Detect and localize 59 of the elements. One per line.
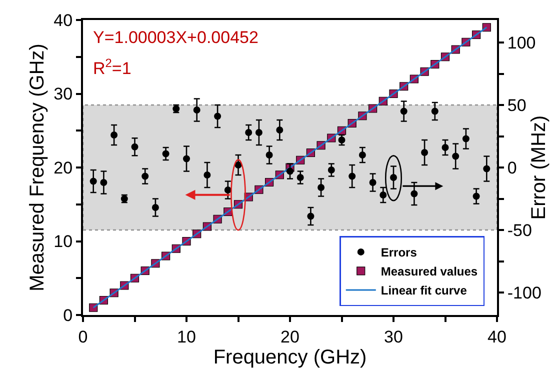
point	[462, 135, 470, 142]
point	[214, 112, 222, 120]
x-axis-title: Frequency (GHz)	[213, 346, 367, 368]
x-tick-label: 20	[280, 327, 300, 346]
x-tick-label: 30	[384, 327, 403, 346]
y-axis-title: Measured Frequency (GHz)	[26, 44, 49, 292]
point	[162, 150, 170, 158]
y2-tick-label: -50	[507, 220, 532, 240]
y2-tick-label: -100	[507, 283, 542, 302]
y2-axis-title: Error (MHz)	[528, 115, 550, 220]
legend-label: Measured values	[380, 264, 478, 279]
point	[369, 179, 376, 186]
point	[276, 126, 284, 134]
x-tick-label: 40	[488, 327, 506, 346]
y2-tick-label: 0	[507, 158, 517, 178]
point	[442, 144, 449, 151]
point	[152, 204, 159, 211]
x-tick-label: 10	[177, 327, 196, 346]
point	[452, 152, 460, 160]
point	[296, 174, 304, 181]
y-tick-label: 0	[63, 306, 73, 325]
point	[90, 178, 97, 185]
point	[255, 129, 262, 136]
point	[266, 152, 273, 158]
x-tick-label: 0	[78, 327, 88, 346]
point	[307, 212, 314, 220]
point	[224, 186, 232, 194]
point	[348, 172, 356, 180]
point	[410, 190, 418, 198]
point	[204, 172, 211, 178]
point	[483, 165, 490, 172]
point	[183, 155, 190, 162]
point	[421, 149, 428, 156]
point	[472, 192, 480, 200]
point	[100, 179, 108, 186]
legend-label: Linear fit curve	[380, 284, 468, 298]
point	[431, 108, 438, 115]
legend-label: Errors	[380, 246, 418, 260]
point	[245, 129, 252, 136]
point	[131, 143, 138, 150]
point	[318, 184, 325, 191]
y-tick-label: 40	[54, 10, 73, 30]
point	[358, 152, 366, 158]
annotation: Y=1.00003X+0.00452	[93, 28, 258, 47]
point	[286, 168, 294, 175]
y2-tick-label: 50	[507, 96, 526, 115]
y-tick-label: 20	[54, 158, 73, 178]
y2-tick-label: 100	[507, 33, 536, 52]
point	[193, 106, 200, 114]
point	[110, 132, 118, 138]
point	[390, 174, 397, 181]
annotation: R$^{2}$=1	[93, 56, 132, 78]
point	[142, 172, 149, 180]
point	[380, 192, 387, 198]
y-tick-label: 10	[54, 232, 73, 252]
point	[234, 162, 242, 168]
y-tick-label: 30	[54, 84, 73, 104]
point	[400, 108, 408, 115]
point	[328, 166, 335, 174]
